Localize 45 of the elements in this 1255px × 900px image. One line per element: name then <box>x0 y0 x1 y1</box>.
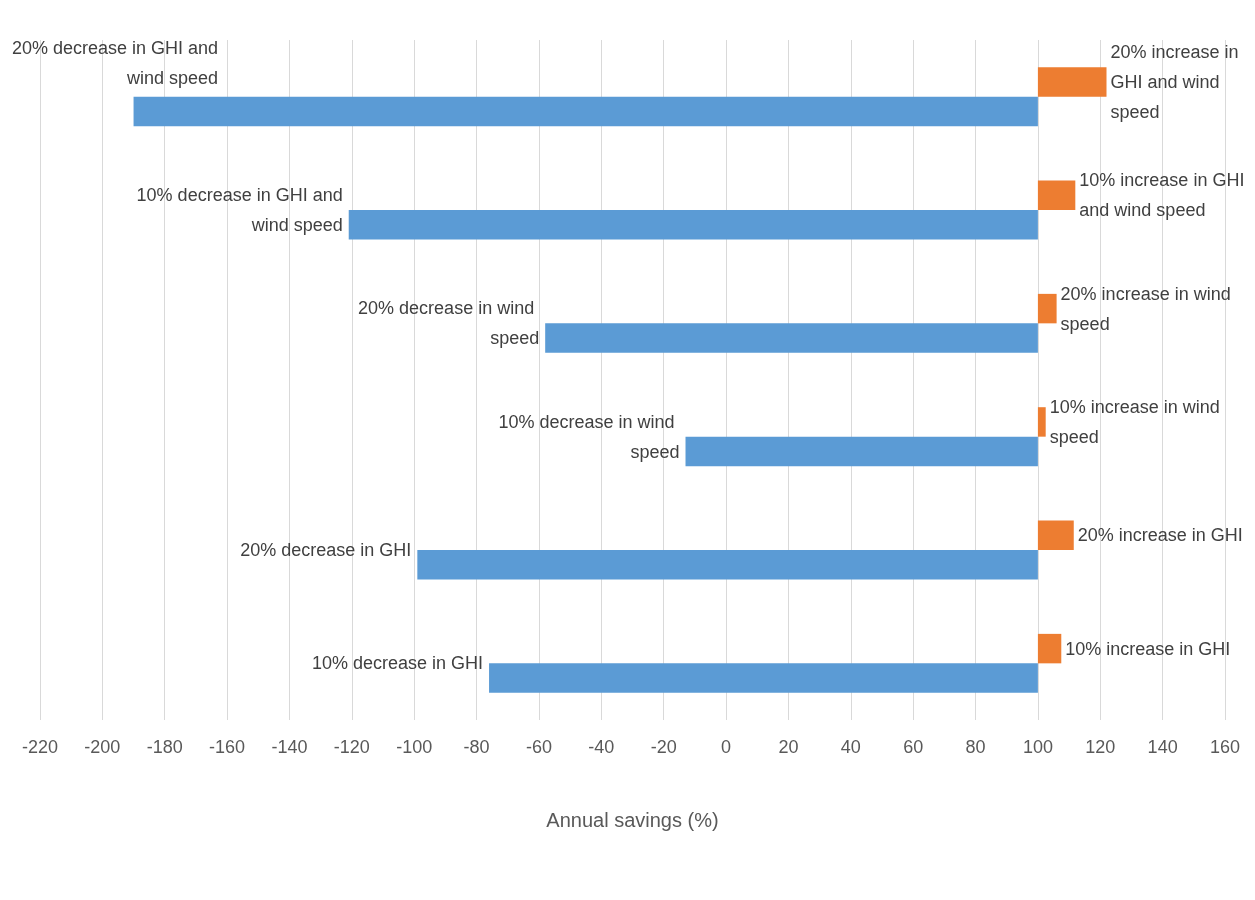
annotation: 10% increase in GHI <box>1065 638 1231 659</box>
x-tick-label: 20 <box>778 737 799 757</box>
bar <box>1037 180 1076 210</box>
bar <box>545 323 1038 353</box>
x-tick-label: -20 <box>650 737 677 757</box>
x-tick-label: -80 <box>463 737 490 757</box>
annotation: 10% increase in wind speed <box>1049 396 1225 447</box>
bar <box>489 663 1038 693</box>
x-tick-label: -220 <box>21 737 59 757</box>
annotation: 20% increase in GHI <box>1077 525 1243 546</box>
x-tick-label: 120 <box>1085 737 1116 757</box>
annotation: 20% increase in wind speed <box>1060 283 1236 334</box>
bar <box>417 550 1038 580</box>
x-tick-label: -200 <box>84 737 121 757</box>
y-tick-label: 20% decrease in wind speed <box>358 298 540 349</box>
bar <box>133 96 1038 127</box>
x-tick-label: -60 <box>525 737 552 757</box>
x-tick-label: -100 <box>396 737 433 757</box>
x-tick-label: 100 <box>1022 737 1053 757</box>
y-tick-label: 10% decrease in GHI <box>311 653 484 674</box>
x-tick-label: 0 <box>721 737 732 757</box>
x-tick-label: -40 <box>588 737 615 757</box>
bar <box>685 436 1038 467</box>
x-tick-label: 60 <box>903 737 924 757</box>
x-tick-label: 80 <box>965 737 986 757</box>
y-tick-label: 20% decrease in GHI and wind speed <box>11 37 218 88</box>
bar <box>1037 520 1074 550</box>
x-tick-label: -140 <box>271 737 308 757</box>
x-tick-label: -120 <box>333 737 370 757</box>
bar <box>1037 407 1046 437</box>
annotation: 10% increase in GHI and wind speed <box>1079 170 1250 221</box>
x-tick-label: 40 <box>840 737 861 757</box>
x-tick-label: -160 <box>209 737 246 757</box>
bar <box>1037 67 1107 97</box>
annotation: 20% increase in GHI and wind speed <box>1110 41 1244 122</box>
x-tick-label: -180 <box>146 737 183 757</box>
x-axis-title: Annual savings (%) <box>546 809 719 831</box>
bar <box>348 210 1038 240</box>
bar <box>1037 293 1057 324</box>
bar <box>1037 633 1062 664</box>
y-tick-label: 10% decrease in wind speed <box>498 411 680 462</box>
y-tick-label: 20% decrease in GHI <box>240 540 412 560</box>
x-tick-label: 140 <box>1147 737 1178 757</box>
x-tick-label: 160 <box>1209 737 1241 757</box>
y-tick-label: 10% decrease in GHI and wind speed <box>136 185 343 235</box>
